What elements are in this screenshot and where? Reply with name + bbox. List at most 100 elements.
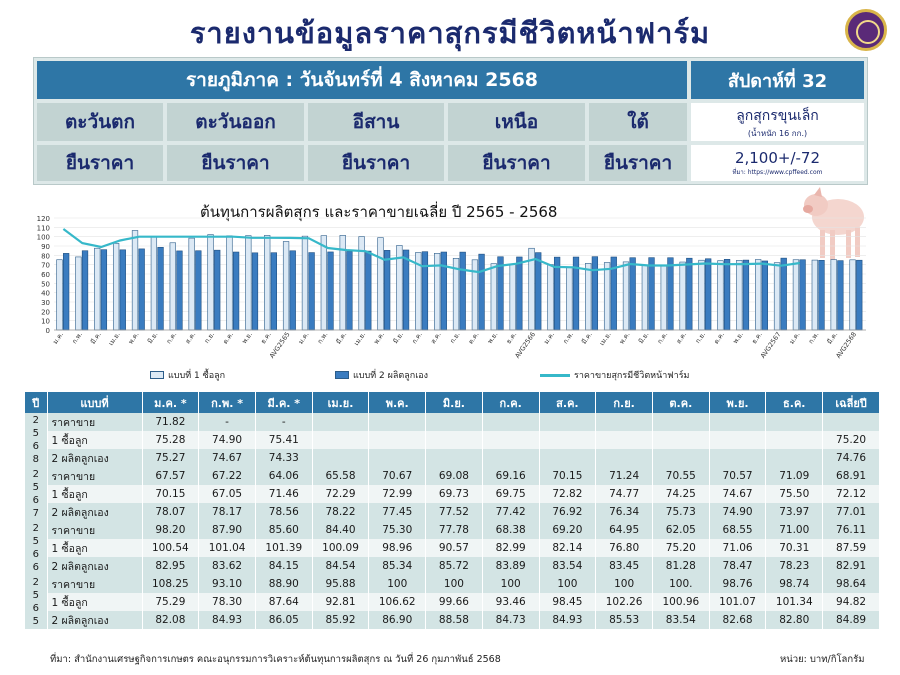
table-cell: 69.16: [482, 467, 540, 485]
bar-series-1: [131, 230, 139, 331]
x-tick-label: เม.ย.: [107, 331, 122, 347]
legend-swatch-2: [335, 371, 349, 379]
table-cell: 100.54: [142, 539, 200, 557]
table-cell: [312, 413, 370, 431]
bar-series-1: [585, 263, 592, 331]
table-cell: [652, 413, 710, 431]
table-cell: 82.14: [539, 539, 597, 557]
report-date: รายภูมิภาค : วันจันทร์ที่ 4 สิงหาคม 2568: [37, 61, 687, 99]
table-cell: 71.06: [709, 539, 767, 557]
x-tick-label: ก.ย.: [448, 331, 461, 345]
x-tick-label: พ.ค.: [127, 331, 141, 346]
table-cell: 77.42: [482, 503, 540, 521]
table-cell: 75.28: [142, 431, 200, 449]
x-tick-label: มิ.ย.: [146, 331, 160, 346]
table-header-cell: ม.ค. *: [142, 392, 200, 413]
table-cell: -: [255, 413, 313, 431]
bar-series-1: [849, 259, 856, 331]
region-banner: รายภูมิภาค : วันจันทร์ที่ 4 สิงหาคม 2568…: [33, 57, 868, 185]
table-cell: 71.09: [765, 467, 824, 485]
table-cell: [595, 431, 653, 449]
table-cell: 70.57: [709, 467, 767, 485]
bar-series-2: [270, 252, 277, 331]
bar-series-2: [138, 248, 145, 331]
x-tick-label: พ.ย.: [731, 331, 745, 346]
table-cell: 75.27: [142, 449, 200, 467]
bar-series-2: [478, 253, 485, 331]
table-header-cell: มี.ค. *: [255, 392, 313, 413]
bar-series-1: [188, 237, 195, 331]
year-cell: 2 5 6 7: [25, 467, 48, 521]
year-digit: 2: [32, 415, 39, 426]
table-cell: 68.55: [709, 521, 767, 539]
bar-series-1: [490, 263, 497, 331]
bar-series-2: [440, 251, 447, 331]
bar-series-2: [232, 251, 240, 331]
bar-series-1: [75, 256, 82, 331]
unit-note: หน่วย: บาท/กิโลกรัม: [780, 654, 865, 665]
bar-series-2: [837, 260, 844, 331]
year-cell: 2 5 6 8: [25, 413, 48, 467]
bar-series-1: [566, 267, 573, 331]
table-cell: 81.28: [652, 557, 710, 575]
bar-series-1: [377, 237, 384, 331]
bar-series-1: [301, 235, 309, 331]
table-cell: 102.26: [595, 593, 653, 611]
table-cell: 65.58: [312, 467, 370, 485]
x-tick-label: ก.ย.: [203, 331, 216, 345]
y-tick-label: 10: [41, 318, 50, 326]
year-digit: 2: [32, 469, 39, 480]
year-cell: 2 5 6 6: [25, 521, 48, 575]
table-cell: 70.67: [368, 467, 427, 485]
table-cell: 75.41: [255, 431, 313, 449]
x-tick-label: ก.พ.: [316, 331, 330, 346]
x-tick-label: ก.ค.: [165, 331, 179, 346]
table-cell: 68.38: [482, 521, 540, 539]
row-label: 1 ซื้อลูก: [47, 539, 143, 557]
table-row: 2 5 6 7 ราคาขาย 67.57 67.22 64.06 65.58 70.67 69.0…: [25, 467, 880, 521]
y-tick-label: 60: [41, 271, 50, 279]
table-cell: [539, 449, 597, 467]
table-cell: 88.58: [425, 611, 483, 629]
bar-series-1: [112, 243, 120, 331]
bar-series-2: [742, 259, 750, 331]
bar-series-1: [773, 262, 781, 331]
x-tick-label: ธ.ค.: [505, 331, 519, 346]
table-cell: [765, 431, 824, 449]
table-cell: [652, 431, 710, 449]
table-cell: 74.67: [709, 485, 767, 503]
table-header-cell: เม.ย.: [312, 392, 370, 413]
table-cell: 74.67: [198, 449, 256, 467]
table-header-cell: มิ.ย.: [425, 392, 483, 413]
table-cell: 71.46: [255, 485, 313, 503]
table-cell: [595, 413, 653, 431]
table-cell: 87.90: [198, 521, 256, 539]
report-title: รายงานข้อมูลราคาสุกรมีชีวิตหน้าฟาร์ม: [189, 16, 711, 50]
table-cell: 70.31: [765, 539, 824, 557]
bar-series-1: [264, 235, 271, 331]
table-cell: 98.76: [709, 575, 767, 593]
table-cell: 72.29: [312, 485, 370, 503]
legend-label-2: แบบที่ 2 ผลิตลูกเอง: [353, 371, 429, 381]
table-cell: 75.30: [368, 521, 427, 539]
table-cell: 82.91: [822, 557, 880, 575]
table-cell: 78.22: [312, 503, 370, 521]
table-cell: [368, 431, 427, 449]
table-cell: 93.10: [198, 575, 256, 593]
y-tick-label: 100: [37, 234, 50, 242]
x-tick-label: ม.ค.: [297, 331, 311, 346]
legend-series-2: แบบที่ 2 ผลิตลูกเอง: [335, 368, 428, 382]
x-tick-label: ส.ค.: [675, 331, 689, 346]
table-cell: 77.01: [822, 503, 880, 521]
table-cell: 82.95: [142, 557, 200, 575]
table-cell: 73.97: [765, 503, 824, 521]
row-label: 2 ผลิตลูกเอง: [47, 611, 143, 629]
table-cell: 68.91: [822, 467, 880, 485]
x-tick-label: ก.พ.: [70, 331, 84, 346]
table-header-cell: ก.พ. *: [198, 392, 256, 413]
year-digit: 6: [32, 495, 39, 506]
table-cell: 100.: [652, 575, 710, 593]
row-label: 1 ซื้อลูก: [47, 431, 143, 449]
status-northeast: ยืนราคา: [308, 145, 444, 181]
x-tick-label: มี.ค.: [89, 331, 103, 346]
